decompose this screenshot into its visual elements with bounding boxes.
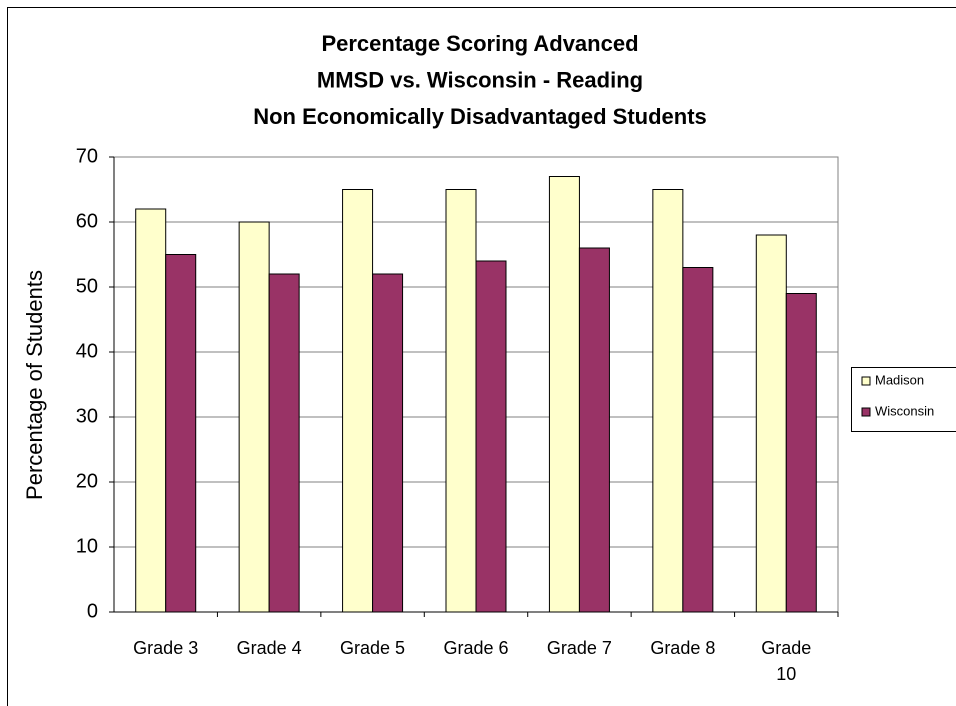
bar — [785, 293, 817, 613]
legend-swatch — [861, 376, 871, 386]
x-tick-label: Grade 6 — [443, 638, 509, 658]
y-axis-label: Percentage of Students — [22, 270, 47, 500]
x-tick-label: Grade 5 — [340, 638, 406, 658]
x-tick-label: Grade 8 — [650, 638, 716, 658]
bar — [268, 273, 300, 613]
chart-title: Non Economically Disadvantaged Students — [253, 104, 707, 129]
chart-title: Percentage Scoring Advanced — [321, 31, 638, 56]
legend-swatch — [861, 407, 871, 417]
bar — [652, 189, 684, 613]
y-tick-label: 50 — [76, 275, 98, 297]
bar — [548, 176, 580, 613]
y-tick-label: 0 — [87, 600, 98, 622]
bar — [445, 189, 477, 613]
y-tick-label: 20 — [76, 470, 98, 492]
chart-title: MMSD vs. Wisconsin - Reading — [317, 67, 643, 92]
bar — [238, 221, 270, 613]
y-tick-label: 60 — [76, 210, 98, 232]
x-tick-label: Grade 10 — [761, 638, 812, 684]
x-tick-label: Grade 3 — [133, 638, 199, 658]
y-tick-label: 10 — [76, 535, 98, 557]
bar — [682, 267, 714, 613]
chart-border — [7, 7, 956, 706]
x-tick-label: Grade 4 — [236, 638, 302, 658]
y-tick-label: 30 — [76, 405, 98, 427]
bar — [342, 189, 374, 613]
bar — [475, 260, 507, 613]
legend-label: Wisconsin — [875, 403, 934, 418]
bar — [165, 254, 197, 613]
bar — [372, 273, 404, 613]
bar — [578, 247, 610, 613]
bar — [135, 208, 167, 613]
y-tick-label: 40 — [76, 340, 98, 362]
y-tick-label: 70 — [76, 145, 98, 167]
x-tick-label: Grade 7 — [546, 638, 612, 658]
bar — [755, 234, 787, 613]
legend-label: Madison — [875, 372, 924, 387]
